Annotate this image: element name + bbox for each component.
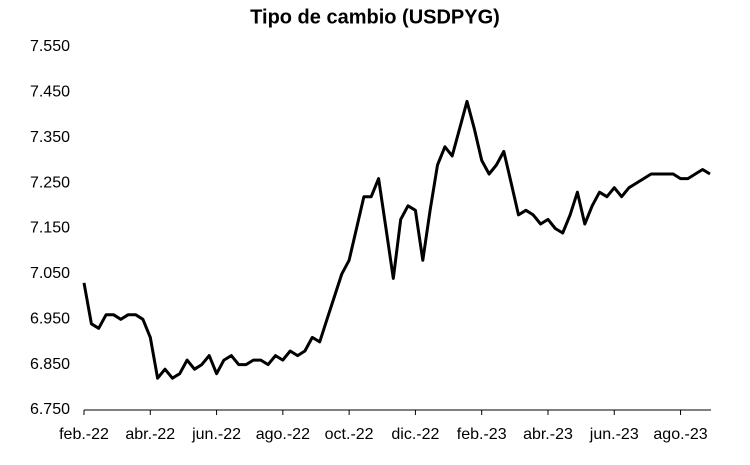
x-tick-label: abr.-22 [125, 426, 175, 443]
y-tick-label: 7.350 [30, 129, 70, 146]
y-tick-label: 7.450 [30, 84, 70, 101]
x-tick-label: ago.-23 [653, 426, 707, 443]
y-tick-label: 7.250 [30, 174, 70, 191]
y-tick-label: 6.850 [30, 356, 70, 373]
x-tick-label: jun.-22 [191, 426, 241, 443]
x-tick-label: feb.-22 [59, 426, 109, 443]
chart-title: Tipo de cambio (USDPYG) [250, 6, 500, 28]
y-tick-label: 7.150 [30, 220, 70, 237]
x-tick-label: oct.-22 [325, 426, 374, 443]
y-tick-label: 7.550 [30, 38, 70, 55]
y-tick-label: 6.750 [30, 401, 70, 418]
x-tick-label: jun.-23 [589, 426, 639, 443]
x-tick-label: ago.-22 [256, 426, 310, 443]
line [82, 99, 711, 380]
y-tick-label: 6.950 [30, 310, 70, 327]
y-tick-label: 7.050 [30, 265, 70, 282]
x-tick-label: feb.-23 [457, 426, 507, 443]
x-tick-label: abr.-23 [523, 426, 573, 443]
x-tick-label: dic.-22 [391, 426, 439, 443]
